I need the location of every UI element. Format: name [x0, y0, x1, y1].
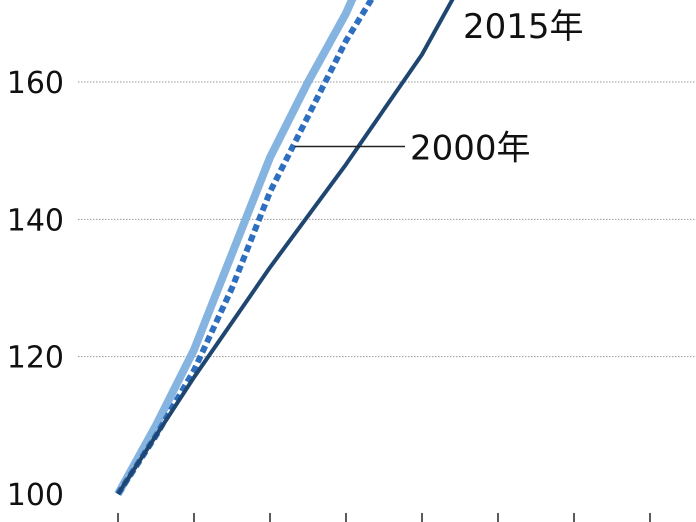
series-line-1: [114, 0, 357, 496]
y-tick-label-120: 120: [7, 341, 64, 376]
gridlines: [78, 81, 696, 358]
series-label-2000: 2000年: [410, 129, 531, 169]
y-tick-label-140: 140: [7, 203, 64, 238]
series-lines: [114, 0, 455, 496]
series-label-2015: 2015年: [463, 7, 584, 47]
y-tick-label-160: 160: [7, 66, 64, 101]
y-axis-tick-labels: 100 120 140 160: [7, 66, 64, 513]
series-line-2: [116, 0, 455, 496]
series-annotations: 2000年 2015年: [294, 7, 584, 169]
y-tick-label-100: 100: [7, 478, 64, 513]
x-axis: [117, 513, 651, 522]
